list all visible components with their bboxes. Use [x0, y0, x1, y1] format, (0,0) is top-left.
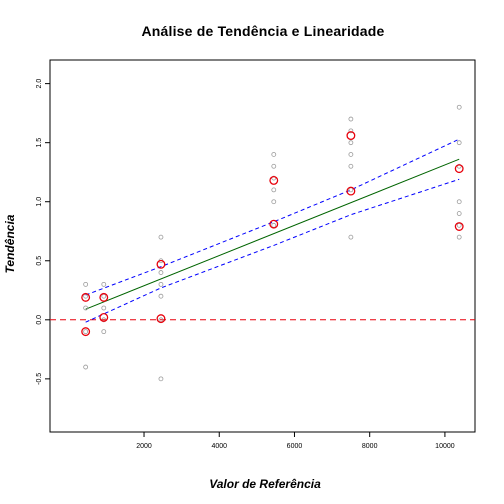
y-axis-label: Tendência — [3, 214, 17, 273]
bias-estimate-point — [346, 186, 356, 196]
plot-area: 2000 4000 6000 8000 10000 -0.5 0.0 0.5 1.0 1.5 2.0 — [36, 79, 475, 450]
bias-estimate-point — [81, 327, 91, 337]
observation-point — [456, 104, 462, 110]
observation-point — [271, 199, 277, 205]
observation-point — [271, 222, 277, 228]
observation-point — [158, 376, 164, 382]
x-tick-label: 6000 — [287, 443, 303, 450]
bias-estimate-point — [99, 312, 109, 322]
y-tick-label: 1.0 — [36, 197, 43, 207]
x-axis-label: Valor de Referência — [209, 477, 321, 491]
observation-point — [271, 163, 277, 169]
observation-point — [101, 293, 107, 299]
bias-estimate-point — [269, 219, 279, 229]
observation-point — [348, 116, 354, 122]
confidence-band-upper — [85, 138, 460, 296]
observation-point — [348, 152, 354, 157]
observation-point — [83, 364, 89, 370]
y-tick-label: 0.5 — [36, 256, 43, 266]
observation-point — [83, 281, 89, 287]
observation-point — [456, 211, 462, 216]
observation-point — [101, 305, 107, 311]
observation-point — [101, 329, 107, 335]
observation-point — [348, 128, 354, 134]
observation-point — [348, 163, 354, 169]
x-tick-label: 2000 — [136, 443, 152, 450]
observation-point — [348, 187, 354, 193]
observation-point — [456, 199, 462, 205]
y-tick-label: -0.5 — [36, 373, 43, 385]
observation-point — [158, 293, 164, 299]
x-tick-label: 10000 — [435, 443, 455, 450]
observation-point — [456, 234, 462, 240]
bias-estimate-point — [454, 222, 464, 231]
observation-point — [456, 222, 462, 228]
observation-point — [83, 329, 89, 335]
bias-estimate-point — [81, 292, 91, 302]
y-tick-label: 0.0 — [36, 315, 43, 325]
x-tick-label: 4000 — [211, 443, 227, 450]
observation-point — [101, 281, 107, 287]
chart-title: Análise de Tendência e Linearidade — [141, 23, 384, 39]
observation-point — [348, 140, 354, 146]
observation-point — [83, 305, 89, 311]
observation-point — [271, 152, 277, 157]
bias-estimate-point — [99, 292, 109, 302]
bias-estimate-point — [454, 164, 464, 174]
observation-point — [158, 281, 164, 287]
regression-line — [85, 158, 460, 310]
observation-point — [456, 140, 462, 146]
bias-estimate-point — [156, 259, 166, 269]
bias-estimate-point — [156, 314, 166, 324]
y-tick-label: 1.5 — [36, 138, 43, 148]
bias-estimate-point — [269, 176, 279, 185]
observation-point — [271, 187, 277, 193]
plot-frame — [49, 59, 476, 433]
y-tick-label: 2.0 — [36, 79, 43, 89]
confidence-band-lower — [85, 178, 460, 323]
observation-point — [158, 270, 164, 275]
observation-point — [348, 234, 354, 240]
observation-point — [158, 234, 164, 240]
x-tick-label: 8000 — [362, 443, 378, 450]
bias-estimate-point — [346, 131, 356, 141]
